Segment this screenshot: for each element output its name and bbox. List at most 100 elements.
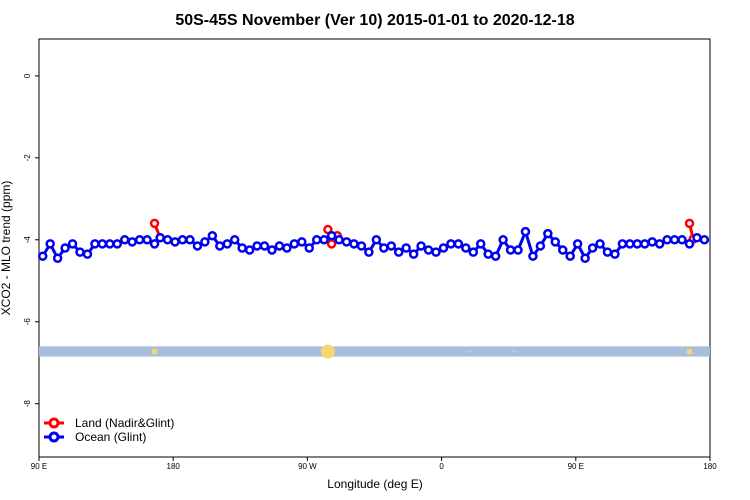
ocean-point xyxy=(535,241,546,251)
x-tick-label: 90 E xyxy=(31,462,47,471)
band-marker xyxy=(151,348,158,355)
ocean-point xyxy=(483,249,493,259)
ocean-point xyxy=(289,239,300,249)
land-point xyxy=(326,239,337,249)
band-bar xyxy=(39,346,710,357)
y-tick-label: -4 xyxy=(23,236,32,244)
ocean-point xyxy=(498,235,508,245)
ocean-point xyxy=(505,245,516,255)
ocean-point xyxy=(162,235,173,245)
ocean-point xyxy=(319,235,329,245)
legend-land-label: Land (Nadir&Glint) xyxy=(75,416,174,430)
ocean-point xyxy=(669,235,680,245)
ocean-point xyxy=(37,251,48,261)
ocean-point xyxy=(453,239,464,249)
ocean-point xyxy=(244,245,255,255)
ocean-point xyxy=(67,239,78,249)
ocean-point xyxy=(625,239,635,249)
legend-ocean-marker xyxy=(48,431,60,443)
ocean-point xyxy=(468,247,479,257)
y-axis-ticks: 0 -2 -4 -6 -8 xyxy=(23,73,39,407)
ocean-point xyxy=(207,230,218,241)
band-marker xyxy=(686,348,693,355)
ocean-point xyxy=(587,243,598,253)
ocean-point xyxy=(401,243,411,253)
land-point xyxy=(684,218,695,229)
band-marker xyxy=(513,350,516,353)
ocean-point xyxy=(684,239,695,249)
band-marker xyxy=(468,350,471,353)
ocean-point xyxy=(259,241,270,251)
ocean-point xyxy=(297,237,307,247)
ocean-point xyxy=(134,235,145,245)
ocean-point xyxy=(82,249,93,259)
ocean-point xyxy=(45,239,55,249)
ocean-point xyxy=(349,239,359,249)
ocean-point xyxy=(356,241,367,251)
ocean-point xyxy=(304,243,315,253)
ocean-point xyxy=(177,235,188,245)
ocean-point xyxy=(513,245,523,255)
ocean-point xyxy=(572,239,583,249)
x-tick-label: 180 xyxy=(167,462,181,471)
ocean-point xyxy=(371,235,382,245)
ocean-point xyxy=(528,251,538,261)
y-axis-label: XCO2 - MLO trend (ppm) xyxy=(0,181,13,316)
land-coverage-band xyxy=(39,344,710,359)
plot-frame xyxy=(38,38,711,458)
ocean-point xyxy=(170,237,180,247)
x-tick-label: 0 xyxy=(439,462,444,471)
ocean-point xyxy=(662,235,672,245)
band-marker xyxy=(320,344,335,359)
ocean-point xyxy=(423,245,434,255)
ocean-point xyxy=(610,249,620,259)
ocean-point xyxy=(416,241,426,251)
land-point xyxy=(149,218,160,229)
ocean-point xyxy=(654,239,665,249)
ocean-point xyxy=(438,243,449,253)
ocean-point xyxy=(75,247,85,257)
ocean-point xyxy=(408,249,419,259)
ocean-point xyxy=(229,235,240,245)
legend-ocean-label: Ocean (Glint) xyxy=(75,430,146,444)
legend-item-ocean: Ocean (Glint) xyxy=(44,430,146,444)
ocean-point xyxy=(595,239,605,249)
ocean-point xyxy=(520,226,531,237)
ocean-point xyxy=(431,247,441,257)
legend-item-land: Land (Nadir&Glint) xyxy=(44,416,174,430)
y-tick-label: -6 xyxy=(23,318,32,326)
y-tick-label: -2 xyxy=(23,154,32,162)
legend: Land (Nadir&Glint) Ocean (Glint) xyxy=(44,416,174,444)
ocean-point xyxy=(200,237,210,247)
ocean-point xyxy=(364,247,374,257)
chart-title: 50S-45S November (Ver 10) 2015-01-01 to … xyxy=(175,12,574,29)
ocean-point xyxy=(543,228,553,239)
ocean-point xyxy=(565,251,575,261)
series-layer xyxy=(37,218,710,263)
ocean-point xyxy=(215,241,225,251)
ocean-point xyxy=(155,233,165,243)
ocean-point xyxy=(446,239,456,249)
ocean-point xyxy=(692,233,702,243)
ocean-point xyxy=(550,237,561,247)
ocean-point xyxy=(580,253,590,263)
ocean-point xyxy=(97,239,108,249)
ocean-point xyxy=(461,243,471,253)
ocean-point xyxy=(602,247,613,257)
ocean-point xyxy=(334,235,344,245)
ocean-point xyxy=(326,230,337,241)
ocean-point xyxy=(386,241,397,251)
ocean-point xyxy=(237,243,247,253)
ocean-point xyxy=(341,237,352,247)
ocean-point xyxy=(267,245,277,255)
ocean-point xyxy=(185,235,195,245)
ocean-point xyxy=(490,251,501,261)
ocean-point xyxy=(699,235,710,245)
ocean-point xyxy=(274,241,285,251)
ocean-point xyxy=(311,235,322,245)
y-tick-label: -8 xyxy=(23,400,32,408)
ocean-point xyxy=(379,243,389,253)
ocean-point xyxy=(475,239,486,249)
ocean-point xyxy=(90,239,100,249)
